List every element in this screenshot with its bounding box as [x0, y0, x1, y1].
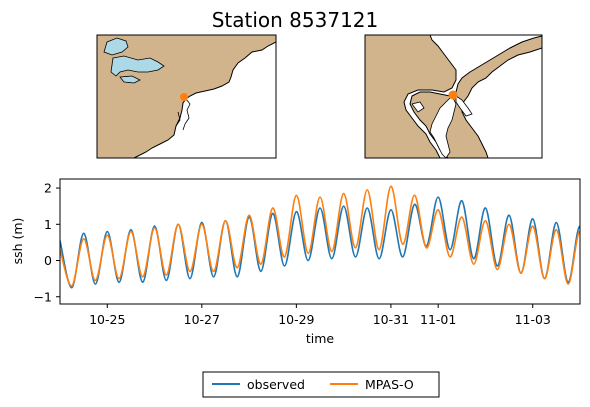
x-tick-label: 10-31 [373, 312, 409, 327]
land-mass [365, 35, 457, 158]
legend-label-observed: observed [247, 377, 305, 392]
chesapeake-bay [411, 95, 457, 158]
series-line-observed [60, 196, 580, 289]
x-tick-label: 10-25 [89, 312, 125, 327]
local-map [364, 34, 543, 159]
legend: observed MPAS-O [202, 371, 440, 398]
delaware-bay [455, 95, 473, 117]
plot-area [60, 185, 580, 289]
great-lakes [103, 37, 165, 84]
x-tick-label: 11-03 [515, 312, 551, 327]
regional-map [96, 34, 277, 159]
x-tick-label: 11-01 [420, 312, 456, 327]
series-line-mpas-o [60, 185, 580, 287]
y-axis-label: ssh (m) [10, 218, 25, 265]
y-tick-label: 1 [44, 217, 52, 232]
map-frame [96, 34, 277, 159]
axes-frame [59, 178, 581, 305]
y-tick-label: 2 [44, 181, 52, 196]
y-axis: −1 0 1 2 [34, 181, 60, 304]
legend-frame [202, 371, 440, 398]
station-marker [448, 90, 458, 100]
x-axis: 10-25 10-27 10-29 10-31 11-01 11-03 [89, 304, 551, 327]
figure-title: Station 8537121 [212, 8, 379, 32]
series-layer [60, 185, 580, 289]
coastline-detail [175, 98, 191, 131]
timeseries-chart: 10-25 10-27 10-29 10-31 11-01 11-03 −1 0 1 2 tim… [10, 178, 581, 346]
y-tick-label: −1 [34, 289, 52, 304]
station-marker [180, 93, 188, 101]
legend-label-mpas-o: MPAS-O [365, 377, 414, 392]
x-tick-label: 10-29 [278, 312, 314, 327]
y-tick-label: 0 [44, 253, 52, 268]
x-tick-label: 10-27 [184, 312, 220, 327]
map-frame [364, 34, 543, 159]
x-axis-label: time [306, 331, 335, 346]
